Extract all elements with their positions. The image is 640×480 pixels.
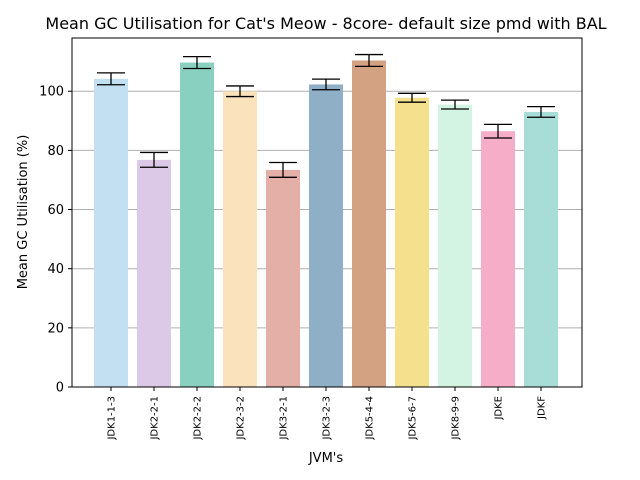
bar-JDK2-2-1 — [137, 159, 171, 387]
bar-JDK2-3-2 — [223, 91, 257, 387]
bar-JDK5-6-7 — [395, 97, 429, 387]
bars — [94, 60, 558, 388]
y-axis-ticks: 0 20 40 60 80 100 — [39, 85, 72, 396]
y-tick-label: 20 — [47, 321, 64, 336]
y-axis-label: Mean GC Utilisation (%) — [16, 135, 31, 290]
y-tick-label: 40 — [47, 262, 64, 277]
y-tick-label: 60 — [47, 203, 64, 218]
x-tick-label: JDK8-9-9 — [451, 396, 462, 441]
bar-JDK2-2-2 — [180, 62, 214, 387]
error-bars — [97, 53, 555, 178]
bar-JDK8-9-9 — [438, 104, 472, 388]
x-tick-label: JDK3-2-3 — [322, 396, 333, 441]
x-tick-label: JDK2-2-2 — [193, 396, 204, 441]
y-tick-label: 80 — [47, 144, 64, 159]
x-tick-label: JDK5-4-4 — [365, 396, 376, 441]
bar-JDK3-2-1 — [266, 169, 300, 387]
bar-JDK3-2-3 — [309, 84, 343, 387]
x-axis-ticks: JDK1-1-3 JDK2-2-1 JDK2-2-2 JDK2-3-2 JDK3-2-1… — [107, 387, 548, 441]
x-axis-label: JVM's — [308, 451, 344, 466]
x-tick-label: JDKF — [537, 396, 548, 420]
x-tick-label: JDK3-2-1 — [279, 396, 290, 441]
bar-JDKF — [524, 111, 558, 388]
plot-frame — [71, 37, 583, 388]
chart-title: Mean GC Utilisation for Cat's Meow - 8co… — [45, 14, 606, 33]
bar-JDKE — [481, 131, 515, 387]
bar-JDK5-4-4 — [352, 60, 386, 387]
bar-JDK1-1-3 — [94, 78, 128, 388]
x-tick-label: JDK1-1-3 — [107, 396, 118, 441]
y-tick-label: 0 — [56, 381, 64, 396]
x-tick-label: JDK5-6-7 — [408, 396, 419, 441]
x-tick-label: JDKE — [494, 396, 505, 421]
x-tick-label: JDK2-2-1 — [150, 396, 161, 441]
y-tick-label: 100 — [39, 85, 64, 100]
x-tick-label: JDK2-3-2 — [236, 396, 247, 441]
